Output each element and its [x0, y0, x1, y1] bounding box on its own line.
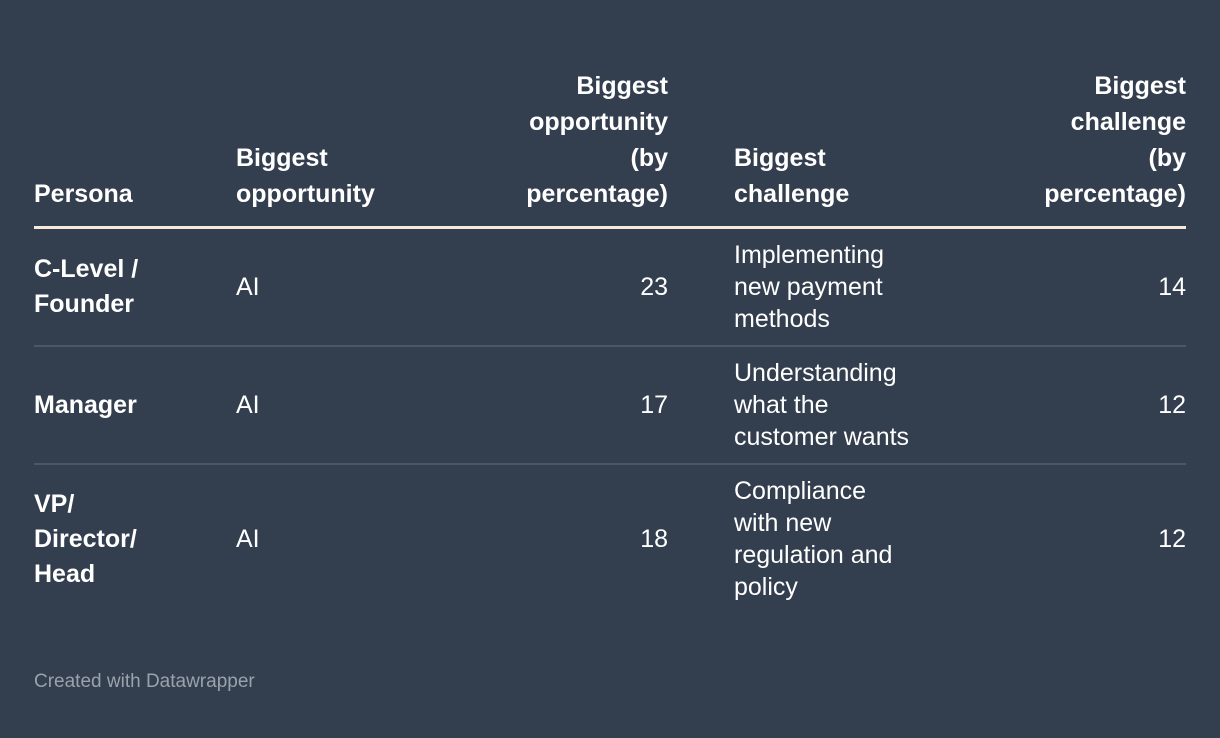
- column-header-persona: Persona: [34, 68, 236, 229]
- attribution-text: Created with Datawrapper: [34, 671, 255, 692]
- cell-persona: C-Level / Founder: [34, 255, 139, 318]
- column-header-challenge-percentage: Biggest challenge (by percentage): [920, 68, 1186, 229]
- table-row: C-Level / Founder AI 23 Implementing new…: [34, 228, 1186, 347]
- cell-challenge-percentage: 14: [1158, 273, 1186, 301]
- table-header: Persona Biggest opportunity Biggest oppo…: [34, 68, 1186, 229]
- cell-opportunity: AI: [236, 345, 436, 464]
- cell-opportunity-percentage: 23: [640, 273, 668, 301]
- cell-challenge: Understanding what the customer wants: [668, 345, 920, 464]
- cell-opportunity: AI: [236, 273, 260, 301]
- cell-challenge-percentage: 12: [920, 463, 1186, 613]
- cell-challenge: Compliance with new regulation and polic…: [668, 463, 920, 613]
- column-header-biggest-challenge: Biggest challenge: [668, 68, 920, 229]
- column-header-opportunity-percentage: Biggest opportunity (by percentage): [436, 68, 668, 229]
- header-row: Persona Biggest opportunity Biggest oppo…: [34, 68, 1186, 229]
- table-body: C-Level / Founder AI 23 Implementing new…: [34, 228, 1186, 613]
- cell-challenge: Implementing new payment methods: [734, 241, 885, 333]
- table-row: Manager AI 17 Understanding what the cus…: [34, 345, 1186, 464]
- data-table: Persona Biggest opportunity Biggest oppo…: [34, 68, 1186, 613]
- column-header-biggest-opportunity: Biggest opportunity: [236, 68, 436, 229]
- cell-opportunity: AI: [236, 463, 436, 613]
- cell-challenge-percentage: 12: [920, 345, 1186, 464]
- attribution: Created with Datawrapper: [34, 669, 1186, 695]
- cell-persona: VP/ Director/ Head: [34, 463, 236, 613]
- table-row: VP/ Director/ Head AI 18 Compliance with…: [34, 463, 1186, 613]
- cell-opportunity-percentage: 17: [436, 345, 668, 464]
- cell-persona: Manager: [34, 345, 236, 464]
- cell-opportunity-percentage: 18: [436, 463, 668, 613]
